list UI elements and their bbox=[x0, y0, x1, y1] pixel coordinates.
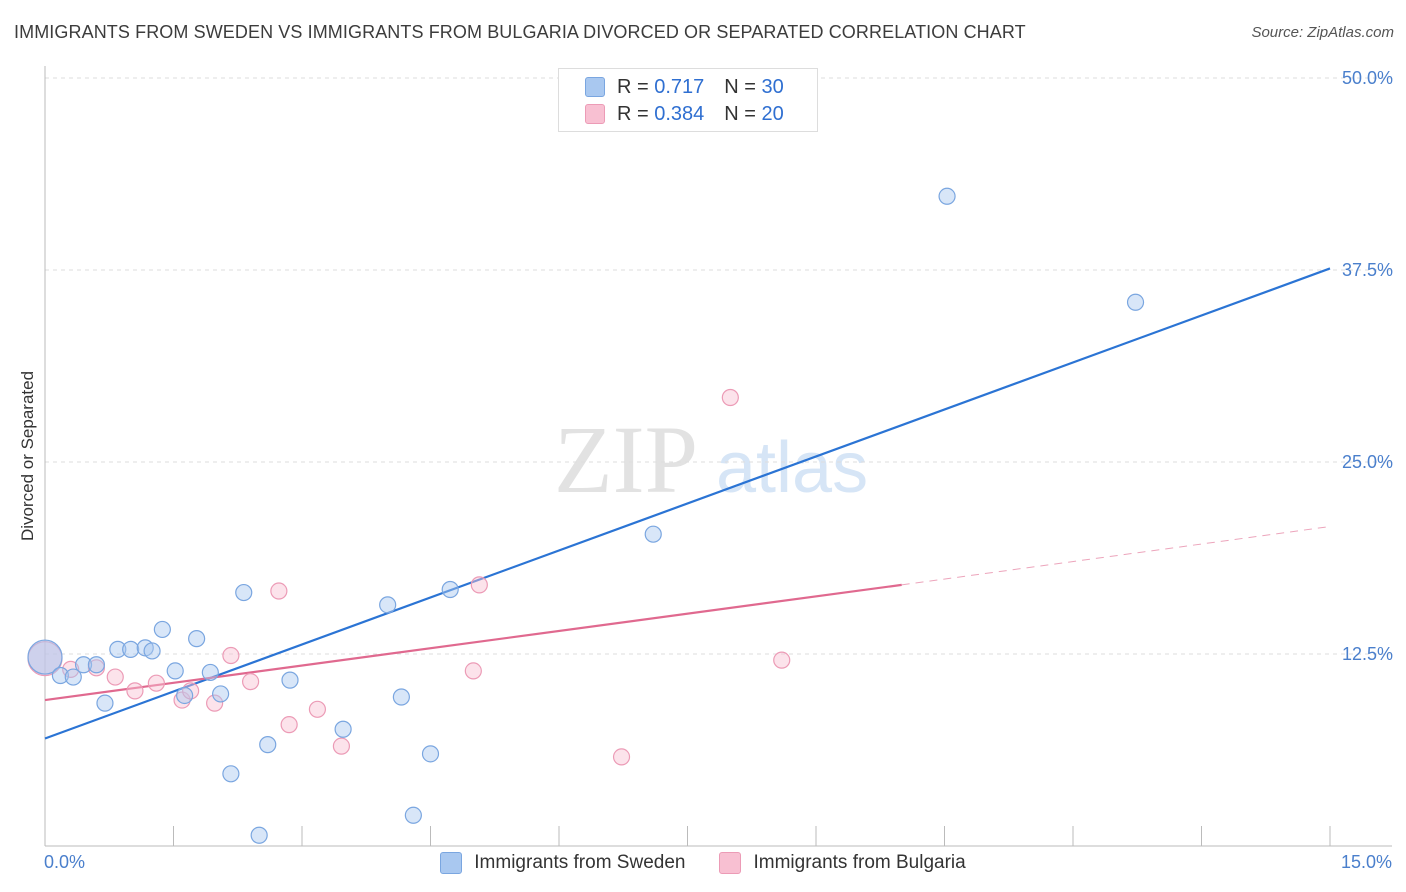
grid bbox=[45, 77, 1392, 655]
point-bulgaria bbox=[332, 737, 351, 755]
point-bulgaria bbox=[308, 700, 327, 718]
point-sweden bbox=[96, 694, 114, 712]
point-sweden bbox=[334, 720, 352, 738]
y-tick-label: 12.5% bbox=[1342, 644, 1393, 664]
point-sweden bbox=[143, 642, 161, 660]
legend-stats: R = 0.717 N = 30 R = 0.384 N = 20 bbox=[558, 68, 818, 132]
legend-series: Immigrants from Sweden Immigrants from B… bbox=[0, 852, 1406, 874]
legend-row-sweden: R = 0.717 N = 30 bbox=[585, 75, 784, 99]
point-sweden bbox=[74, 656, 93, 674]
y-tick-label: 25.0% bbox=[1342, 452, 1393, 472]
point-sweden bbox=[176, 686, 194, 705]
x-tick-max: 15.0% bbox=[1340, 852, 1392, 872]
y-tick-labels: 12.5% 25.0% 37.5% 50.0% bbox=[1342, 68, 1393, 664]
point-sweden bbox=[122, 640, 140, 658]
point-bulgaria bbox=[612, 748, 631, 766]
point-bulgaria bbox=[147, 674, 165, 692]
point-bulgaria bbox=[721, 388, 739, 407]
legend-item-sweden[interactable]: Immigrants from Sweden bbox=[440, 852, 685, 874]
legend-swatch-bulgaria bbox=[585, 104, 605, 124]
x-tick-min: 0.0% bbox=[44, 852, 86, 872]
legend-row-bulgaria: R = 0.384 N = 20 bbox=[585, 102, 784, 126]
y-tick-label: 50.0% bbox=[1342, 68, 1393, 88]
point-bulgaria bbox=[222, 646, 240, 665]
legend-swatch-sweden bbox=[440, 852, 463, 874]
point-bulgaria bbox=[206, 694, 224, 712]
point-bulgaria bbox=[270, 582, 288, 600]
point-sweden bbox=[259, 736, 277, 754]
point-sweden bbox=[27, 639, 63, 675]
point-sweden bbox=[250, 826, 268, 844]
trend-line-sweden bbox=[44, 267, 1331, 740]
point-sweden bbox=[404, 806, 422, 824]
point-sweden bbox=[421, 745, 440, 763]
point-sweden bbox=[188, 630, 206, 648]
point-sweden bbox=[281, 671, 299, 689]
point-sweden bbox=[644, 525, 662, 543]
r-label: R = bbox=[617, 75, 649, 98]
point-sweden bbox=[938, 187, 956, 205]
n-value: 30 bbox=[761, 75, 784, 98]
point-sweden bbox=[109, 640, 127, 658]
point-bulgaria bbox=[280, 716, 298, 734]
point-sweden bbox=[441, 580, 459, 599]
point-sweden bbox=[64, 668, 82, 686]
r-label: R = bbox=[617, 102, 649, 125]
point-sweden bbox=[379, 596, 397, 614]
point-sweden bbox=[235, 583, 253, 602]
r-value: 0.384 bbox=[654, 102, 705, 125]
point-sweden bbox=[87, 656, 106, 674]
y-tick-label: 37.5% bbox=[1342, 260, 1393, 280]
watermark: ZIP atlas bbox=[554, 406, 868, 513]
point-sweden bbox=[392, 688, 410, 706]
n-label: N = bbox=[724, 75, 756, 98]
watermark-zip: ZIP bbox=[554, 406, 698, 513]
axes bbox=[44, 66, 1392, 847]
legend-label-bulgaria: Immigrants from Bulgaria bbox=[753, 852, 966, 873]
legend-label-sweden: Immigrants from Sweden bbox=[474, 852, 686, 873]
n-value: 20 bbox=[761, 102, 784, 125]
point-sweden bbox=[153, 620, 171, 639]
point-sweden bbox=[1126, 293, 1145, 311]
point-bulgaria bbox=[773, 651, 791, 669]
point-sweden bbox=[212, 685, 230, 703]
point-bulgaria bbox=[173, 691, 191, 709]
point-sweden bbox=[201, 663, 219, 682]
n-label: N = bbox=[724, 102, 756, 125]
point-bulgaria bbox=[126, 682, 144, 700]
point-bulgaria bbox=[464, 662, 482, 680]
trend-line-bulgaria bbox=[44, 583, 902, 702]
data-points bbox=[27, 187, 1145, 844]
r-value: 0.717 bbox=[654, 75, 705, 98]
trend-lines bbox=[44, 267, 1331, 740]
point-bulgaria bbox=[106, 668, 124, 686]
point-bulgaria bbox=[242, 673, 260, 691]
point-sweden bbox=[166, 662, 184, 680]
chart-title: IMMIGRANTS FROM SWEDEN VS IMMIGRANTS FRO… bbox=[14, 22, 1026, 42]
point-sweden bbox=[222, 765, 240, 783]
legend-item-bulgaria[interactable]: Immigrants from Bulgaria bbox=[719, 852, 966, 874]
point-bulgaria bbox=[470, 576, 488, 594]
watermark-atlas: atlas bbox=[716, 428, 868, 508]
legend-swatch-sweden bbox=[585, 77, 605, 97]
source-label: Source: ZipAtlas.com bbox=[1251, 24, 1394, 41]
point-sweden bbox=[51, 666, 70, 685]
trend-line-bulgaria-extension bbox=[901, 526, 1331, 586]
legend-swatch-bulgaria bbox=[719, 852, 742, 874]
